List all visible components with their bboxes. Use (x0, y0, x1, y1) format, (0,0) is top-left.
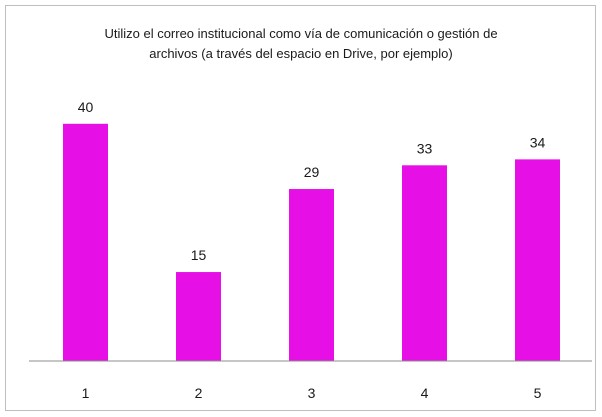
tick-label-1: 1 (82, 385, 90, 401)
bar-2 (176, 272, 221, 361)
value-label-3: 29 (304, 164, 320, 180)
value-label-4: 33 (417, 140, 433, 156)
chart-title-line-1: Utilizo el correo institucional como vía… (104, 26, 498, 41)
bar-5 (515, 159, 560, 361)
bar-3 (289, 189, 334, 361)
tick-label-2: 2 (195, 385, 203, 401)
bar-4 (402, 165, 447, 361)
chart-title-line-2: archivos (a través del espacio en Drive,… (149, 46, 453, 61)
chart-title: Utilizo el correo institucional como vía… (0, 24, 602, 64)
tick-label-3: 3 (308, 385, 316, 401)
value-label-5: 34 (530, 134, 546, 150)
tick-labels-group: 1 2 3 4 5 (82, 385, 542, 401)
tick-label-4: 4 (421, 385, 429, 401)
value-labels-group: 40 15 29 33 34 (78, 99, 546, 263)
value-label-1: 40 (78, 99, 94, 115)
bar-1 (63, 123, 108, 361)
tick-label-5: 5 (534, 385, 542, 401)
value-label-2: 15 (191, 247, 207, 263)
bars-group (63, 123, 560, 361)
